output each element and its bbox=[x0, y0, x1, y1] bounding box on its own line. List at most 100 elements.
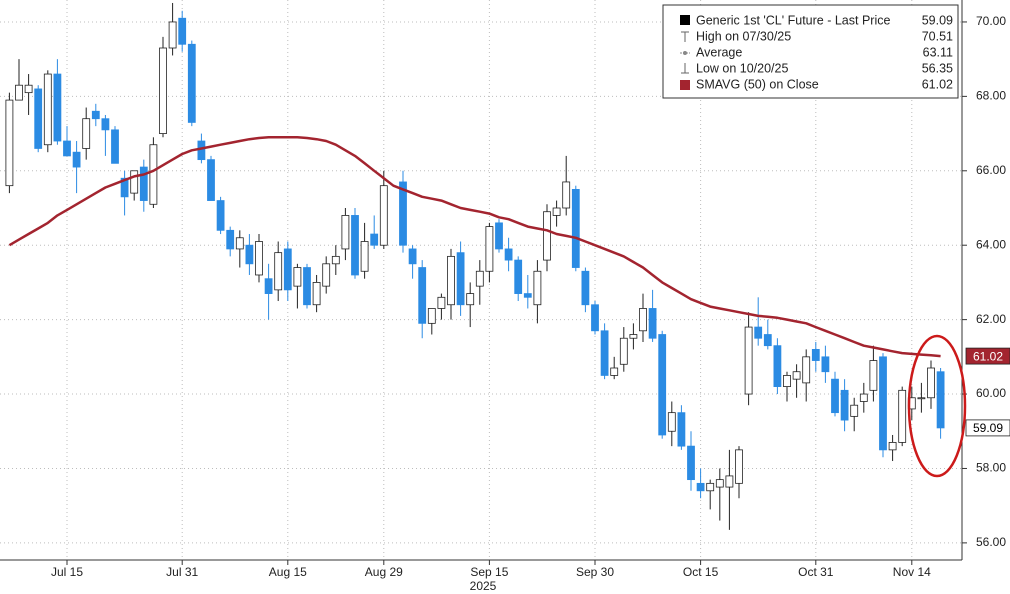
candle-body bbox=[15, 84, 23, 101]
candle-body bbox=[744, 326, 753, 395]
y-tick-label: 60.00 bbox=[976, 386, 1006, 400]
candle-body bbox=[53, 73, 62, 142]
candle-body bbox=[178, 17, 187, 45]
x-tick-label: Sep 15 bbox=[470, 565, 508, 579]
candle-body bbox=[725, 475, 734, 488]
candle-body bbox=[648, 308, 657, 339]
candle-body bbox=[293, 267, 302, 287]
candle-body bbox=[783, 375, 791, 388]
candle-body bbox=[360, 241, 369, 272]
candle-body bbox=[72, 151, 81, 168]
candle-body bbox=[715, 479, 724, 488]
x-tick-label: Oct 15 bbox=[683, 565, 719, 579]
candle-body bbox=[351, 215, 359, 276]
x-tick-label: Sep 30 bbox=[576, 565, 614, 579]
y-tick-label: 64.00 bbox=[976, 237, 1006, 251]
candle-body bbox=[696, 482, 705, 492]
candle-body bbox=[514, 259, 523, 294]
candle-body bbox=[427, 308, 436, 324]
legend: Generic 1st 'CL' Future - Last Price 59.… bbox=[662, 4, 959, 99]
candle-body bbox=[82, 118, 91, 149]
candle-body bbox=[533, 270, 542, 306]
candle-body bbox=[418, 267, 427, 324]
candle-body bbox=[91, 110, 100, 120]
candle-body bbox=[821, 356, 830, 373]
candle-body bbox=[898, 389, 907, 443]
y-tick-label: 68.00 bbox=[976, 89, 1006, 103]
legend-label: Average bbox=[696, 45, 742, 59]
candle-body bbox=[504, 248, 513, 261]
candle-body bbox=[773, 345, 782, 388]
candle-body bbox=[936, 371, 945, 429]
candle-body bbox=[370, 233, 379, 246]
last-price-tag-box bbox=[965, 419, 1010, 437]
candle-body bbox=[869, 360, 878, 391]
candle-body bbox=[34, 88, 43, 149]
candle-body bbox=[187, 43, 196, 123]
candle-body bbox=[139, 166, 148, 201]
candle-body bbox=[341, 215, 350, 250]
candle-body bbox=[562, 181, 571, 209]
candle-body bbox=[591, 304, 599, 332]
candle-body bbox=[754, 326, 763, 339]
candle-body bbox=[312, 282, 321, 306]
candle-body bbox=[495, 222, 503, 250]
candle-body bbox=[322, 263, 331, 287]
candle-body bbox=[840, 389, 849, 421]
candle-body bbox=[197, 140, 206, 161]
candle-body bbox=[543, 211, 551, 261]
candle-body bbox=[5, 99, 14, 187]
x-tick-label: Aug 29 bbox=[365, 565, 403, 579]
candle-body bbox=[888, 442, 897, 451]
candle-body bbox=[408, 248, 417, 265]
candle-body bbox=[475, 270, 484, 287]
y-tick-label: 70.00 bbox=[976, 14, 1006, 28]
candle-body bbox=[917, 397, 926, 400]
legend-value: 63.11 bbox=[923, 45, 953, 59]
candle-body bbox=[264, 278, 273, 294]
candle-body bbox=[571, 188, 580, 268]
y-tick-label: 66.00 bbox=[976, 163, 1006, 177]
candle-body bbox=[111, 129, 119, 164]
candle-body bbox=[379, 185, 388, 246]
candle-body bbox=[159, 47, 167, 134]
sma-line bbox=[8, 136, 941, 358]
candle-body bbox=[687, 445, 695, 481]
sma-last-tag: 61.02 bbox=[973, 349, 1003, 363]
candle-body bbox=[101, 118, 110, 131]
candle-body bbox=[130, 170, 139, 194]
legend-icon bbox=[683, 51, 687, 55]
candle-body bbox=[581, 270, 590, 306]
candle-body bbox=[274, 252, 283, 291]
candle-body bbox=[226, 229, 235, 250]
y-tick-label: 56.00 bbox=[976, 535, 1006, 549]
legend-label: SMAVG (50) on Close bbox=[696, 77, 819, 91]
candle-body bbox=[149, 144, 158, 205]
candle-body bbox=[255, 241, 263, 276]
candle-body bbox=[447, 255, 455, 306]
candle-body bbox=[629, 334, 638, 339]
candle-body bbox=[485, 226, 494, 272]
plot bbox=[5, 2, 945, 530]
candle-body bbox=[859, 393, 868, 402]
candle-body bbox=[850, 404, 859, 417]
candle-body bbox=[706, 482, 715, 492]
candle-body bbox=[879, 356, 887, 451]
candle-body bbox=[303, 267, 311, 306]
legend-icon bbox=[681, 31, 689, 42]
legend-value: 56.35 bbox=[922, 61, 953, 75]
candle-body bbox=[523, 293, 532, 298]
candle-body bbox=[235, 237, 244, 250]
candle-body bbox=[456, 252, 465, 306]
candle-body bbox=[552, 207, 561, 216]
candle-body bbox=[63, 140, 71, 157]
candle-body bbox=[283, 248, 292, 291]
legend-value: 59.09 bbox=[922, 13, 953, 27]
candle-body bbox=[927, 367, 935, 399]
legend-box bbox=[662, 4, 959, 99]
y-tick-label: 62.00 bbox=[976, 312, 1006, 326]
candle-body bbox=[168, 21, 177, 49]
axes: 56.00 58.00 60.00 62.00 64.00 66.00 68.00 70.00… bbox=[51, 14, 1010, 579]
candle-body bbox=[667, 412, 676, 432]
candle-body bbox=[811, 348, 820, 361]
